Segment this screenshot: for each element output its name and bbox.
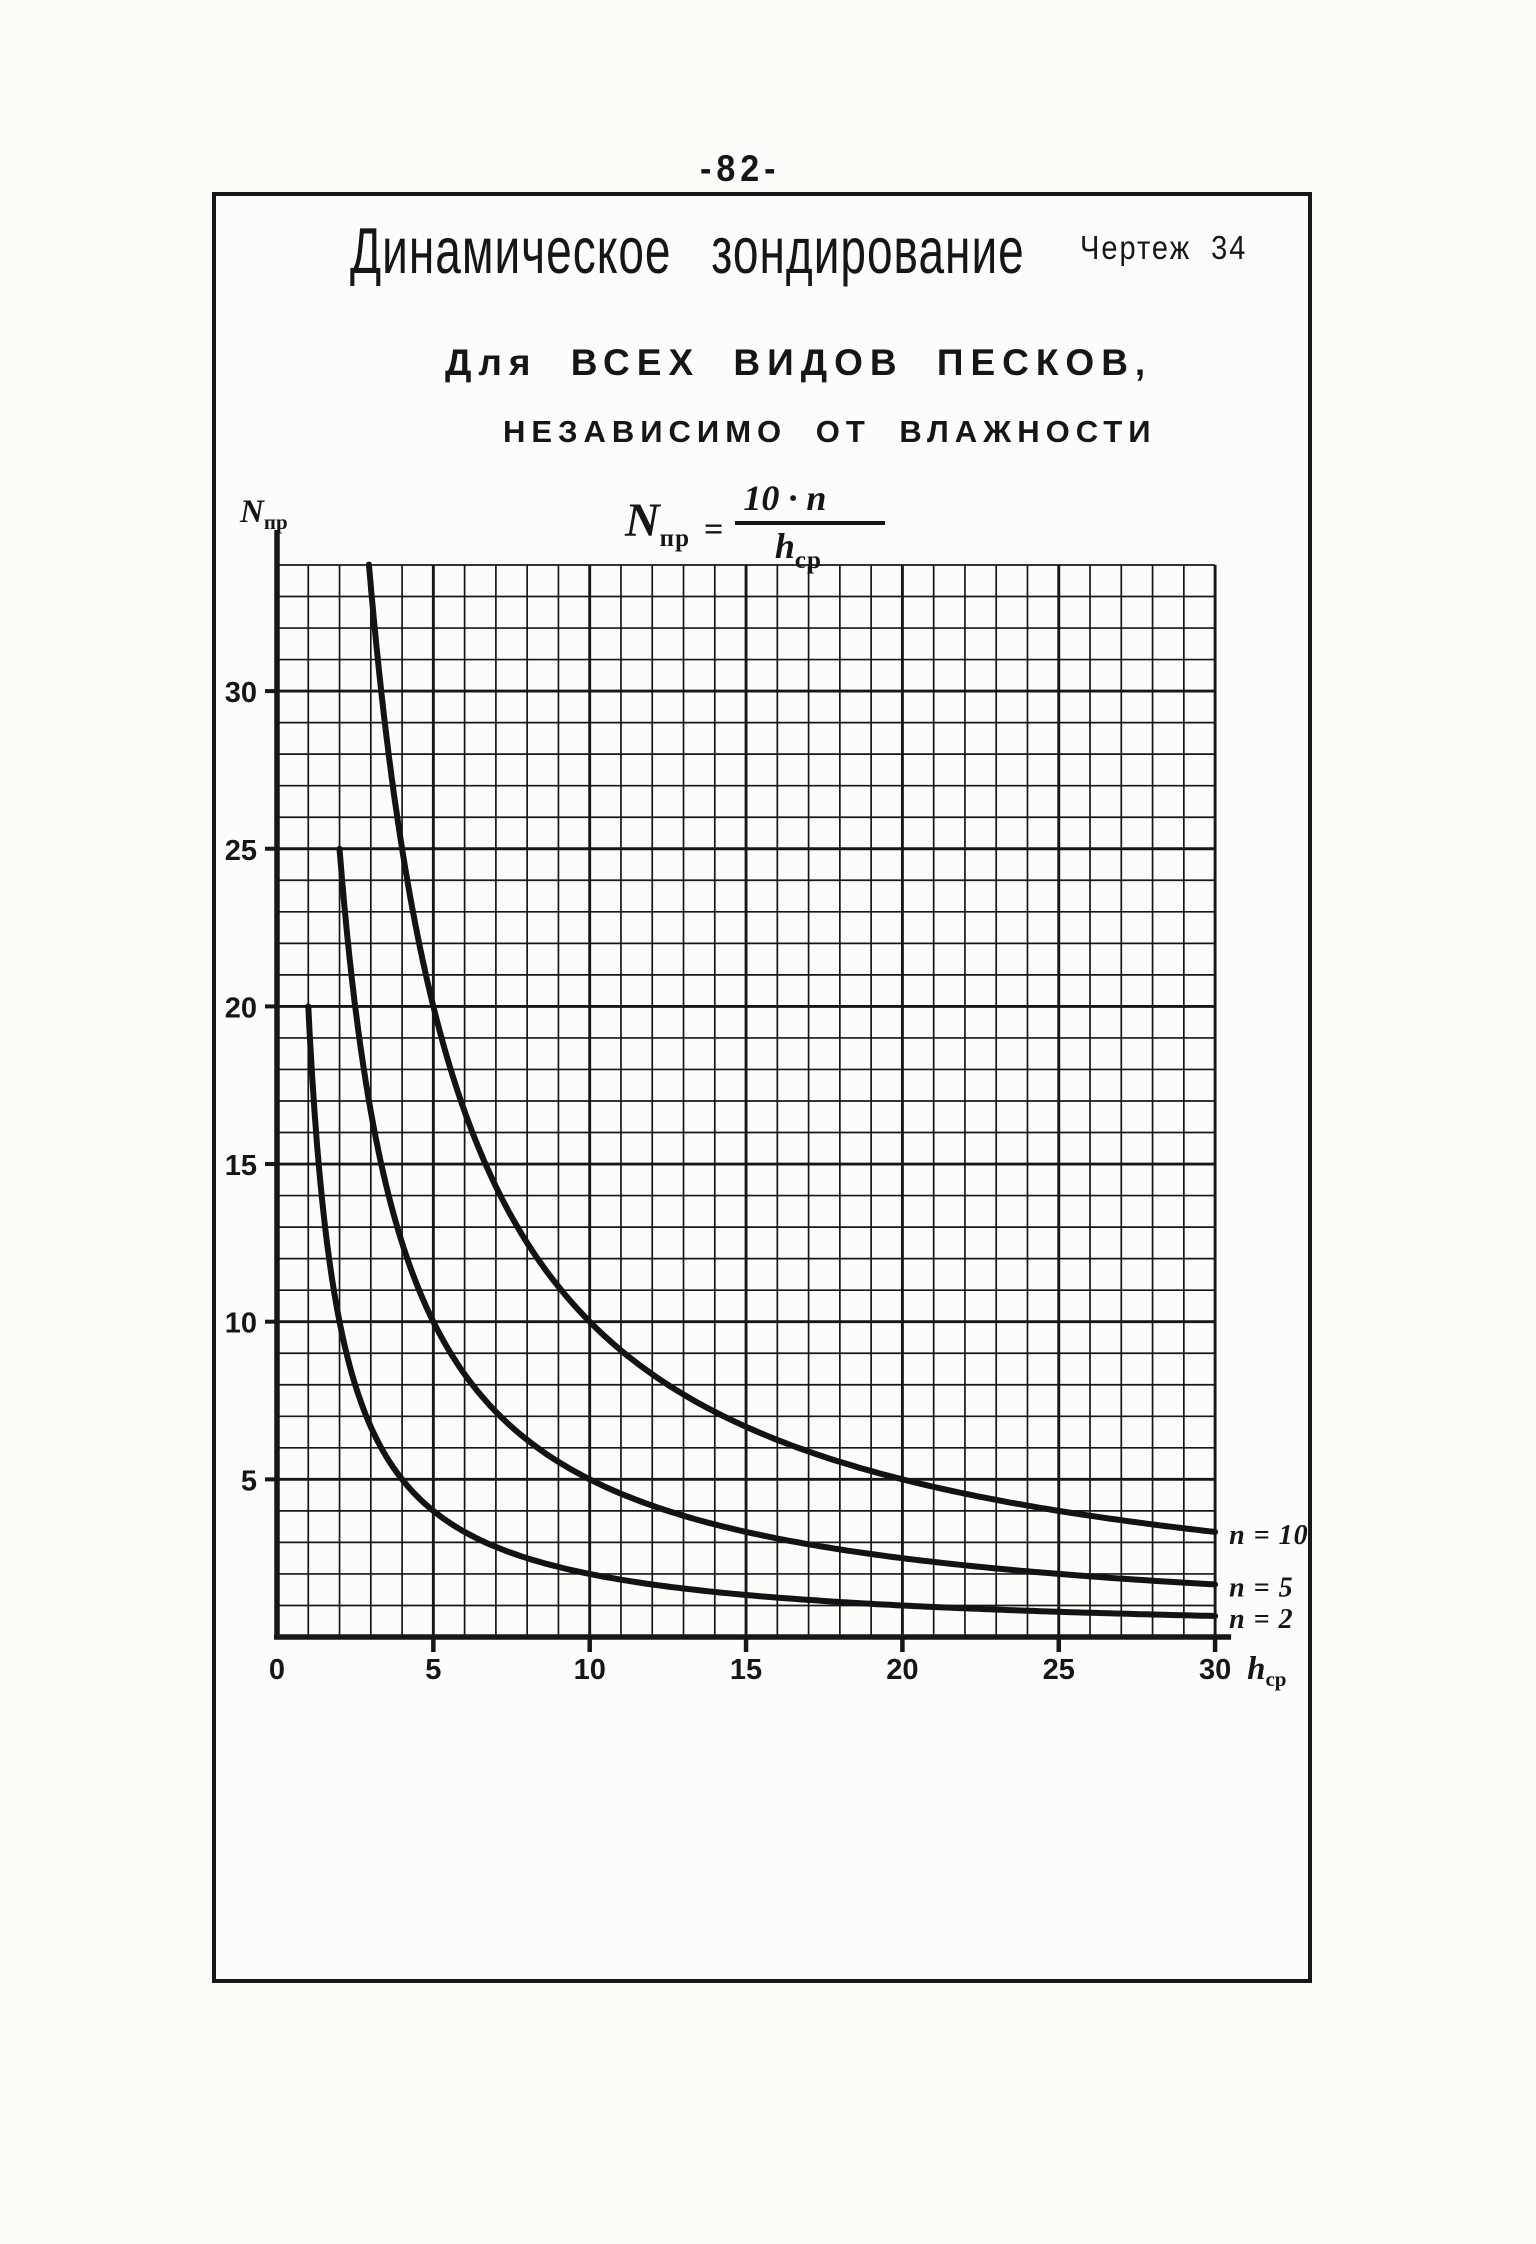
legend-label-n-2: n = 2 [1229, 1604, 1294, 1635]
formula-numerator: 10 · n [735, 478, 886, 525]
curve-n-5 [336, 845, 1219, 1588]
y-tick-label: 30 [225, 677, 257, 709]
subtitle-line-1: Для ВСЕХ ВИДОВ ПЕСКОВ, [445, 342, 1153, 383]
legend-label-n-10: n = 10 [1229, 1520, 1309, 1551]
x-tick-label: 25 [1043, 1654, 1075, 1686]
x-axis-title: hср [1247, 1651, 1286, 1691]
x-tick-label: 10 [574, 1654, 606, 1686]
formula: Nпр = 10 · n hср [625, 478, 886, 582]
y-tick-label: 5 [241, 1465, 257, 1497]
figure-title: Динамическое зондирование [350, 213, 1025, 288]
x-tick-label: 20 [886, 1654, 918, 1686]
x-tick-label: 30 [1199, 1654, 1231, 1686]
drawing-number: Чертеж 34 [1080, 230, 1248, 267]
formula-denominator: hср [774, 526, 822, 574]
x-tick-label: 0 [269, 1654, 285, 1686]
x-tick-label: 15 [730, 1654, 762, 1686]
y-tick-label: 15 [225, 1150, 257, 1182]
y-tick-label: 20 [225, 992, 257, 1024]
y-tick-label: 25 [225, 835, 257, 867]
formula-lhs-subscript: пр [659, 525, 690, 552]
x-tick-label: 5 [425, 1654, 441, 1686]
formula-equals-sign: = [703, 511, 724, 548]
formula-lhs: Nпр [625, 494, 690, 553]
figure-frame: Динамическое зондирование Чертеж 34 Для … [212, 192, 1312, 1983]
y-tick-label: 10 [225, 1308, 257, 1340]
curve-n-2 [305, 1003, 1219, 1619]
curve-n-10 [365, 561, 1219, 1535]
y-axis-title: Nпр [239, 494, 288, 534]
page-number: -82- [700, 148, 781, 190]
legend-label-n-5: n = 5 [1229, 1572, 1294, 1603]
subtitle-line-2: НЕЗАВИСИМО ОТ ВЛАЖНОСТИ [503, 414, 1157, 449]
formula-fraction: 10 · n hср [735, 478, 886, 582]
chart-canvas: 0 5 10 15 20 25 30 5 10 15 20 25 30 Nпр hср n = 10 n = 5… [225, 494, 1309, 1691]
